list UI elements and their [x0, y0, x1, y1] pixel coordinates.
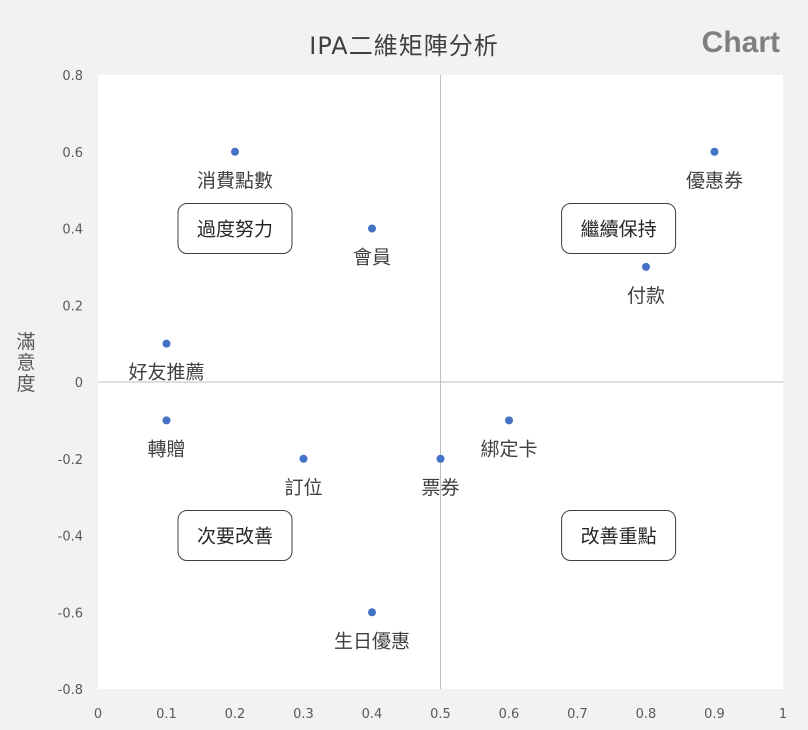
data-label: 綁定卡 [480, 438, 537, 460]
data-point [710, 147, 719, 156]
quadrant-label: 次要改善 [197, 526, 273, 548]
data-point [162, 416, 171, 425]
x-tick-label: 0.5 [430, 707, 451, 722]
y-tick-label: 0.6 [62, 146, 83, 161]
x-tick-label: 0.2 [225, 707, 246, 722]
data-point [368, 224, 376, 233]
quadrant-label: 過度努力 [197, 219, 273, 241]
y-tick-label: -0.4 [58, 530, 83, 545]
y-tick-label: 0.2 [62, 299, 83, 314]
data-label: 好友推薦 [128, 362, 204, 384]
data-point [368, 608, 376, 617]
x-tick-label: 0.6 [499, 707, 520, 722]
quadrant-label: 繼續保持 [581, 219, 657, 241]
data-point [436, 454, 445, 463]
x-tick-label: 0.8 [636, 707, 657, 722]
y-axis-label: 滿意度 [16, 331, 36, 395]
data-label: 訂位 [284, 477, 322, 499]
data-point [299, 454, 308, 463]
quadrant-label-box [177, 203, 293, 254]
y-tick-label: -0.6 [58, 606, 83, 621]
x-tick-label: 0.4 [362, 707, 383, 722]
y-tick-label: 0 [75, 376, 83, 391]
y-tick-label: 0.4 [62, 223, 83, 238]
y-tick-label: 0.8 [62, 69, 83, 84]
x-tick-label: 0.9 [704, 707, 725, 722]
x-tick-label: 0.1 [156, 707, 177, 722]
data-label: 優惠券 [686, 170, 743, 192]
quadrant-label-box [561, 203, 677, 254]
x-tick-label: 0.3 [293, 707, 314, 722]
data-point [642, 262, 650, 271]
data-point [505, 416, 513, 425]
quadrant-label: 改善重點 [581, 526, 657, 548]
data-label: 付款 [627, 285, 665, 307]
x-tick-label: 1 [779, 707, 787, 722]
quadrant-label-box [177, 510, 293, 561]
data-label: 票券 [421, 477, 459, 499]
data-point [231, 147, 239, 156]
chart-title: IPA二維矩陣分析 [309, 32, 499, 60]
chart-watermark: Chart [701, 26, 780, 59]
y-tick-label: -0.2 [58, 453, 83, 468]
quadrant-label-box [561, 510, 677, 561]
data-point [162, 339, 171, 348]
data-label: 會員 [353, 247, 391, 269]
data-label: 生日優惠 [334, 630, 410, 652]
y-tick-label: -0.8 [58, 683, 83, 698]
x-tick-label: 0 [94, 707, 102, 722]
data-label: 轉贈 [147, 438, 185, 460]
x-tick-label: 0.7 [567, 707, 588, 722]
data-label: 消費點數 [197, 170, 273, 192]
